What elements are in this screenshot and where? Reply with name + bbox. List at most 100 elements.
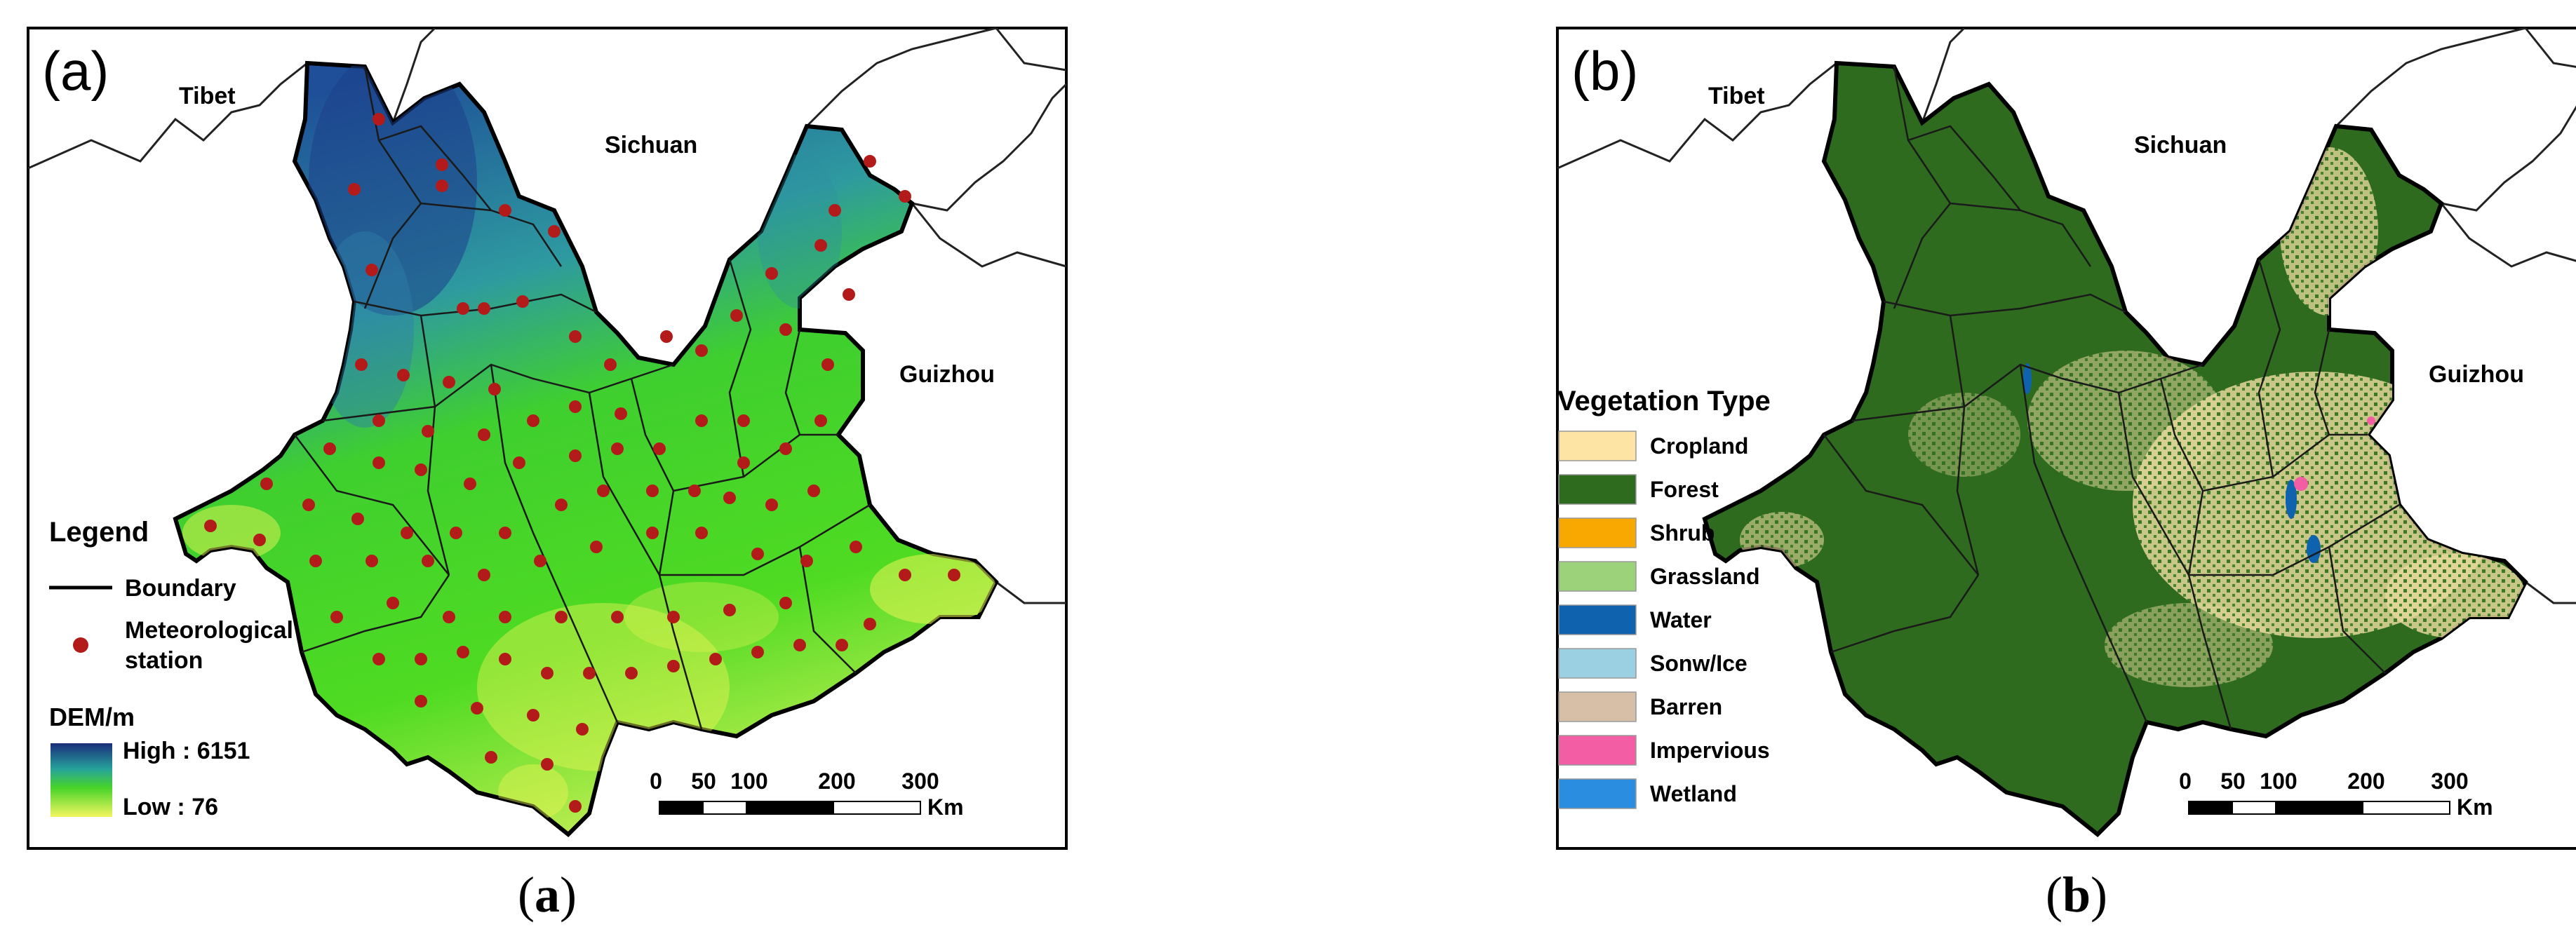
station-marker xyxy=(457,646,469,658)
legend-label-wetland: Wetland xyxy=(1650,781,1737,806)
station-marker xyxy=(779,597,792,609)
caption-letter-b: b xyxy=(2062,867,2091,923)
scale-tick-100: 100 xyxy=(730,768,767,794)
scale-bar-a: 0 50 100 200 300 Km xyxy=(650,768,963,820)
legend-label-grassland: Grassland xyxy=(1650,564,1760,589)
station-marker xyxy=(569,400,582,413)
station-marker xyxy=(611,611,624,623)
station-marker xyxy=(302,499,315,511)
station-marker xyxy=(779,323,792,336)
station-marker xyxy=(499,611,511,623)
region-label-tibet-b: Tibet xyxy=(1708,83,1765,109)
legend-label-water: Water xyxy=(1650,607,1712,632)
legend-label-barren: Barren xyxy=(1650,694,1722,719)
station-marker xyxy=(765,267,778,280)
scale-bar-b: 0 50 100 200 300 Km xyxy=(2179,768,2493,820)
station-marker xyxy=(499,653,511,665)
legend-swatch-barren xyxy=(1558,691,1637,722)
station-symbol xyxy=(73,637,88,653)
station-marker xyxy=(688,485,701,497)
scale-tick-300-b: 300 xyxy=(2431,768,2468,794)
station-marker xyxy=(751,646,764,658)
station-marker xyxy=(323,442,336,455)
station-marker xyxy=(355,358,368,371)
legend-swatch-forest xyxy=(1558,474,1637,505)
station-marker xyxy=(527,709,539,722)
scale-tick-0: 0 xyxy=(650,768,662,794)
station-marker xyxy=(850,541,862,553)
station-marker xyxy=(653,442,666,455)
station-marker xyxy=(457,302,469,315)
region-label-guizhou: Guizhou xyxy=(899,361,995,388)
vegetation-legend-title: Vegetation Type xyxy=(1557,386,1771,417)
station-marker xyxy=(443,376,455,388)
station-marker xyxy=(646,485,659,497)
scale-tick-200: 200 xyxy=(818,768,855,794)
panel-label-a: (a) xyxy=(42,40,109,102)
station-marker xyxy=(478,302,490,315)
station-marker xyxy=(611,442,624,455)
scale-tick-100-b: 100 xyxy=(2260,768,2297,794)
station-marker xyxy=(695,527,708,539)
scale-tick-300: 300 xyxy=(901,768,939,794)
station-marker xyxy=(365,555,378,567)
station-marker xyxy=(260,478,273,490)
station-marker xyxy=(478,569,490,581)
panel-label-b: (b) xyxy=(1571,40,1638,102)
station-marker xyxy=(821,358,834,371)
station-marker xyxy=(569,449,582,462)
station-marker xyxy=(488,383,501,395)
station-marker xyxy=(436,158,448,171)
station-marker xyxy=(597,485,610,497)
station-marker xyxy=(864,155,876,168)
legend-swatch-grassland xyxy=(1558,561,1637,592)
scale-tick-50-b: 50 xyxy=(2220,768,2246,794)
station-marker xyxy=(730,309,743,322)
station-marker xyxy=(899,190,911,203)
station-marker xyxy=(899,569,911,581)
station-marker xyxy=(625,667,638,679)
station-marker xyxy=(450,527,462,539)
station-marker xyxy=(576,723,589,736)
station-marker xyxy=(415,695,427,707)
station-marker xyxy=(204,520,217,532)
scale-tick-200-b: 200 xyxy=(2347,768,2384,794)
station-marker xyxy=(723,604,736,616)
region-label-tibet: Tibet xyxy=(179,83,236,109)
station-marker xyxy=(387,597,399,609)
map-a: (a) Tibet Sichuan Guizhou Legend Boundar… xyxy=(27,27,1068,850)
station-marker xyxy=(779,442,792,455)
station-marker xyxy=(534,555,546,567)
station-marker xyxy=(513,456,525,469)
scale-unit: Km xyxy=(927,794,964,820)
station-marker xyxy=(422,425,434,438)
station-marker xyxy=(348,183,361,196)
station-marker xyxy=(548,225,561,238)
legend-label-sonw-ice: Sonw/Ice xyxy=(1650,651,1747,676)
station-marker xyxy=(541,758,554,771)
legend-dem-title: DEM/m xyxy=(49,703,135,731)
station-marker xyxy=(422,555,434,567)
dem-low-label: Low : 76 xyxy=(123,794,218,820)
station-marker xyxy=(443,611,455,623)
station-marker xyxy=(807,485,820,497)
station-marker xyxy=(583,667,596,679)
legend-boundary-label: Boundary xyxy=(125,575,236,602)
legend-label-impervious: Impervious xyxy=(1650,738,1770,763)
station-marker xyxy=(836,639,848,651)
station-marker xyxy=(569,330,582,343)
region-label-sichuan: Sichuan xyxy=(605,132,697,158)
station-marker xyxy=(555,499,568,511)
station-marker xyxy=(415,463,427,476)
station-marker xyxy=(615,407,627,420)
legend-swatch-shrub xyxy=(1558,517,1637,548)
neighbor-boundaries-a xyxy=(27,27,1068,604)
station-markers xyxy=(204,113,960,813)
scale-tick-50: 50 xyxy=(691,768,716,794)
station-marker xyxy=(660,330,673,343)
legend-swatch-water xyxy=(1558,604,1637,635)
legend-station-label-1: Meteorological xyxy=(125,617,293,644)
legend-b: Vegetation Type Cropland Forest Shrub Grass… xyxy=(1557,386,1771,809)
panel-b: (b) Tibet Sichuan Guizhou Vegetation Typ… xyxy=(1529,0,2576,948)
station-marker xyxy=(829,204,841,217)
